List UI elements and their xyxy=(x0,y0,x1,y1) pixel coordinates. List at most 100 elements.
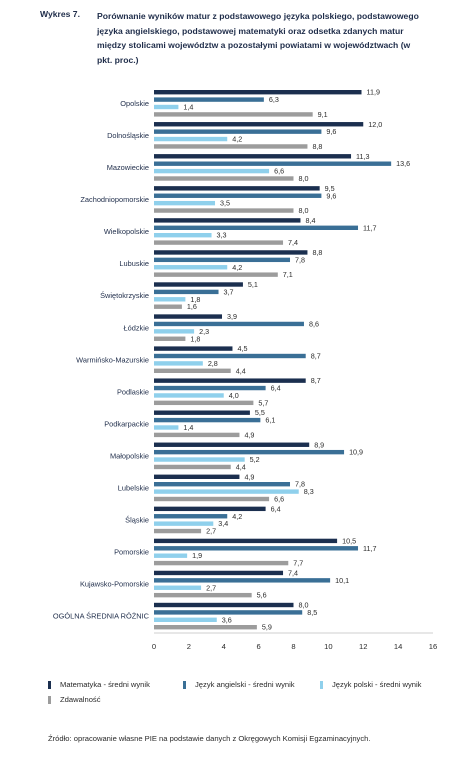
data-label: 6,3 xyxy=(269,95,279,104)
x-tick-label: 2 xyxy=(187,642,191,651)
data-label: 12,0 xyxy=(368,120,382,129)
data-label: 1,4 xyxy=(183,423,193,432)
data-label: 5,7 xyxy=(258,398,268,407)
data-label: 4,2 xyxy=(232,263,242,272)
bar-zdawalnosc xyxy=(154,176,294,181)
data-label: 6,6 xyxy=(274,167,284,176)
category-label: Zachodniopomorskie xyxy=(80,195,149,204)
bar-polski xyxy=(154,521,214,526)
bar-polski xyxy=(154,457,245,462)
data-label: 1,6 xyxy=(187,302,197,311)
data-label: 10,9 xyxy=(349,448,363,457)
figure-label: Wykres 7. xyxy=(40,9,80,19)
bar-angielski xyxy=(154,417,261,423)
data-label: 5,9 xyxy=(262,623,272,632)
bar-angielski xyxy=(154,97,264,102)
bar-zdawalnosc xyxy=(154,304,182,309)
data-label: 5,6 xyxy=(257,591,267,600)
category-label: Podkarpackie xyxy=(104,419,149,428)
category-label: Mazowieckie xyxy=(107,163,149,172)
bar-matematyka xyxy=(154,314,223,319)
category-label: Świętokrzyskie xyxy=(100,291,149,300)
bar-polski xyxy=(154,136,228,142)
data-label: 6,1 xyxy=(265,416,275,425)
category-label: OGÓLNA ŚREDNIA RÓŻNIC xyxy=(53,612,150,621)
data-label: 3,7 xyxy=(224,287,234,296)
data-label: 5,2 xyxy=(250,455,260,464)
x-tick-label: 16 xyxy=(429,642,437,651)
bar-polski xyxy=(154,104,179,110)
bar-angielski xyxy=(154,225,359,230)
bar-matematyka xyxy=(154,122,364,127)
x-tick-label: 0 xyxy=(152,642,156,651)
bar-chart: Opolskie 11,9 6,3 1,4 9,1 Dolnośląskie 12,0 9,6… xyxy=(53,88,437,651)
data-label: 9,1 xyxy=(318,110,328,119)
bar-polski xyxy=(154,489,299,494)
category-label: Lubelskie xyxy=(118,484,149,493)
bar-zdawalnosc xyxy=(154,336,186,341)
x-tick-label: 6 xyxy=(257,642,261,651)
legend-label: Język angielski - średni wynik xyxy=(195,680,295,689)
bar-angielski xyxy=(154,610,303,615)
bar-matematyka xyxy=(154,442,310,447)
data-label: 1,8 xyxy=(190,295,200,304)
bar-matematyka xyxy=(154,186,320,191)
bar-polski xyxy=(154,361,203,366)
bar-angielski xyxy=(154,449,345,455)
data-label: 9,6 xyxy=(326,191,336,200)
data-label: 3,4 xyxy=(218,519,228,528)
legend-item-angielski: Język angielski - średni wynik xyxy=(183,680,295,689)
data-label: 4,2 xyxy=(232,135,242,144)
category-label: Łódzkie xyxy=(124,323,149,332)
data-label: 4,4 xyxy=(236,462,246,471)
bar-matematyka xyxy=(154,474,240,479)
source-note: Źródło: opracowanie własne PIE na podsta… xyxy=(48,734,371,743)
data-label: 6,4 xyxy=(271,504,281,513)
data-label: 9,6 xyxy=(326,127,336,136)
x-tick-label: 8 xyxy=(291,642,295,651)
bar-polski xyxy=(154,393,224,398)
bar-angielski xyxy=(154,257,291,263)
category-label: Podlaskie xyxy=(117,387,149,396)
bar-zdawalnosc xyxy=(154,208,294,213)
category-label: Kujawsko-Pomorskie xyxy=(80,580,149,589)
data-label: 7,1 xyxy=(283,270,293,279)
bar-angielski xyxy=(154,546,359,551)
data-label: 3,3 xyxy=(217,231,227,240)
x-tick-label: 12 xyxy=(359,642,367,651)
data-label: 9,5 xyxy=(325,184,335,193)
bar-angielski xyxy=(154,514,228,519)
data-label: 4,9 xyxy=(244,430,254,439)
bar-zdawalnosc xyxy=(154,240,284,245)
data-label: 8,4 xyxy=(305,216,315,225)
data-label: 3,9 xyxy=(227,312,237,321)
bar-angielski xyxy=(154,129,322,134)
category-label: Małopolskie xyxy=(110,451,149,460)
x-tick-label: 14 xyxy=(394,642,402,651)
category-label: Dolnośląskie xyxy=(107,131,149,140)
bar-polski xyxy=(154,168,270,174)
category-label: Lubuskie xyxy=(119,259,149,268)
bar-matematyka xyxy=(154,570,284,576)
data-label: 2,3 xyxy=(199,327,209,336)
bar-zdawalnosc xyxy=(154,560,289,566)
bar-matematyka xyxy=(154,90,362,95)
bar-angielski xyxy=(154,289,219,295)
data-label: 4,9 xyxy=(244,472,254,481)
data-label: 1,8 xyxy=(190,334,200,343)
bar-angielski xyxy=(154,161,392,166)
legend-swatch xyxy=(48,680,51,689)
data-label: 7,4 xyxy=(288,238,298,247)
data-label: 8,5 xyxy=(307,608,317,617)
bar-polski xyxy=(154,329,195,334)
data-label: 13,6 xyxy=(396,159,410,168)
bar-polski xyxy=(154,297,186,302)
bar-angielski xyxy=(154,193,322,198)
bar-zdawalnosc xyxy=(154,400,254,406)
category-label: Warmińsko-Mazurskie xyxy=(76,355,149,364)
bar-angielski xyxy=(154,321,304,327)
legend-item-zdawalnosc: Zdawalność xyxy=(48,695,101,704)
bar-zdawalnosc xyxy=(154,432,240,438)
data-label: 6,6 xyxy=(274,495,284,504)
data-label: 11,7 xyxy=(363,223,376,232)
